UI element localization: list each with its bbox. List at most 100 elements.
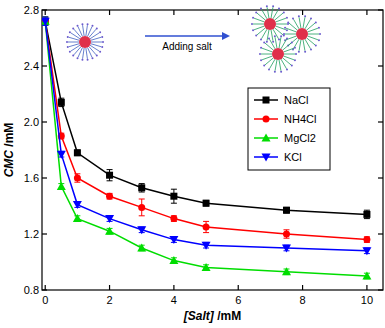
tail <box>299 17 301 28</box>
plot-area <box>42 17 371 280</box>
tail <box>275 37 277 48</box>
tail <box>271 30 273 41</box>
head <box>274 71 276 73</box>
data-point <box>170 193 177 200</box>
head <box>298 15 300 17</box>
data-point <box>42 18 50 26</box>
data-point <box>282 245 291 253</box>
head <box>283 33 285 35</box>
tail <box>276 24 287 25</box>
tail <box>279 37 281 48</box>
tail <box>87 47 92 57</box>
head <box>286 69 288 71</box>
data-point <box>169 256 178 264</box>
data-point <box>283 207 290 214</box>
head <box>263 65 265 67</box>
head <box>67 46 69 48</box>
head <box>96 27 98 29</box>
tail <box>308 36 318 40</box>
label-part: /mM <box>2 123 16 150</box>
head <box>294 47 296 49</box>
label-part: CMC <box>2 150 16 178</box>
data-point <box>73 201 82 209</box>
y-tick-label: 2.0 <box>24 116 39 128</box>
head <box>268 37 270 39</box>
head <box>287 21 289 23</box>
tail <box>308 34 319 35</box>
tail <box>83 48 85 59</box>
tail <box>83 25 85 36</box>
tail <box>276 26 286 30</box>
head <box>252 29 254 31</box>
label-part: /mM <box>214 309 241 323</box>
data-point <box>57 151 66 159</box>
tail <box>307 23 315 30</box>
head <box>259 53 261 55</box>
y-tick <box>42 177 47 178</box>
tail <box>279 60 281 71</box>
head <box>291 41 293 43</box>
y-tick-label: 2.4 <box>24 60 39 72</box>
tail <box>273 29 279 39</box>
data-point <box>105 215 114 223</box>
legend-marker <box>263 116 270 123</box>
head <box>77 25 79 27</box>
legend-label: NH4Cl <box>284 113 316 125</box>
label-part: [Salt] <box>183 309 215 323</box>
error-bar <box>74 150 80 156</box>
data-point <box>137 244 146 252</box>
head <box>295 53 297 55</box>
series-line <box>45 21 367 239</box>
x-tick <box>173 10 174 15</box>
legend: NaClNH4ClMgCl2KCl <box>248 88 330 170</box>
y-tick-label: 1.6 <box>24 172 39 184</box>
series-line <box>45 21 367 276</box>
head <box>260 7 262 9</box>
data-point <box>282 267 291 275</box>
head <box>101 36 103 38</box>
tail <box>253 24 264 25</box>
x-tick <box>109 285 110 290</box>
head <box>251 23 253 25</box>
head <box>263 41 265 43</box>
head <box>318 39 320 41</box>
error-bar <box>283 230 289 238</box>
tail <box>271 7 273 18</box>
head <box>69 51 71 53</box>
head <box>81 23 83 25</box>
y-tick <box>42 121 47 122</box>
head <box>81 59 83 61</box>
tail <box>305 39 311 49</box>
schematic <box>66 5 321 72</box>
tail <box>276 18 286 22</box>
core <box>296 28 308 40</box>
head <box>255 35 257 37</box>
head <box>266 41 268 43</box>
head <box>260 59 262 61</box>
tail <box>78 27 83 37</box>
data-point <box>362 272 371 280</box>
error-bar <box>58 98 64 106</box>
head <box>272 41 274 43</box>
tail <box>69 44 80 47</box>
head <box>66 41 68 43</box>
head <box>266 5 268 7</box>
head <box>294 59 296 61</box>
x-tick-label: 4 <box>171 294 177 306</box>
legend-label: NaCl <box>284 94 308 106</box>
x-tick <box>366 285 367 290</box>
tail <box>89 29 96 37</box>
tail <box>283 43 291 50</box>
core <box>79 36 91 48</box>
head <box>278 39 280 41</box>
y-tick <box>378 9 383 10</box>
error-bar <box>139 199 145 216</box>
head <box>101 46 103 48</box>
head <box>298 51 300 53</box>
annotation: Adding salt <box>162 41 212 52</box>
y-tick <box>42 9 47 10</box>
head <box>319 33 321 35</box>
y-tick-label: 2.8 <box>24 4 39 16</box>
tail <box>284 54 295 55</box>
data-point <box>138 204 145 211</box>
